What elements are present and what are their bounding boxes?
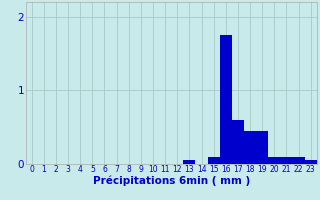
Bar	[208, 157, 220, 164]
Bar	[183, 160, 196, 164]
Bar	[280, 157, 292, 164]
X-axis label: Précipitations 6min ( mm ): Précipitations 6min ( mm )	[92, 176, 250, 186]
Bar	[232, 120, 244, 164]
Bar	[305, 160, 317, 164]
Bar	[292, 157, 305, 164]
Bar	[244, 131, 256, 164]
Bar	[220, 35, 232, 164]
Bar	[256, 131, 268, 164]
Bar	[268, 157, 280, 164]
